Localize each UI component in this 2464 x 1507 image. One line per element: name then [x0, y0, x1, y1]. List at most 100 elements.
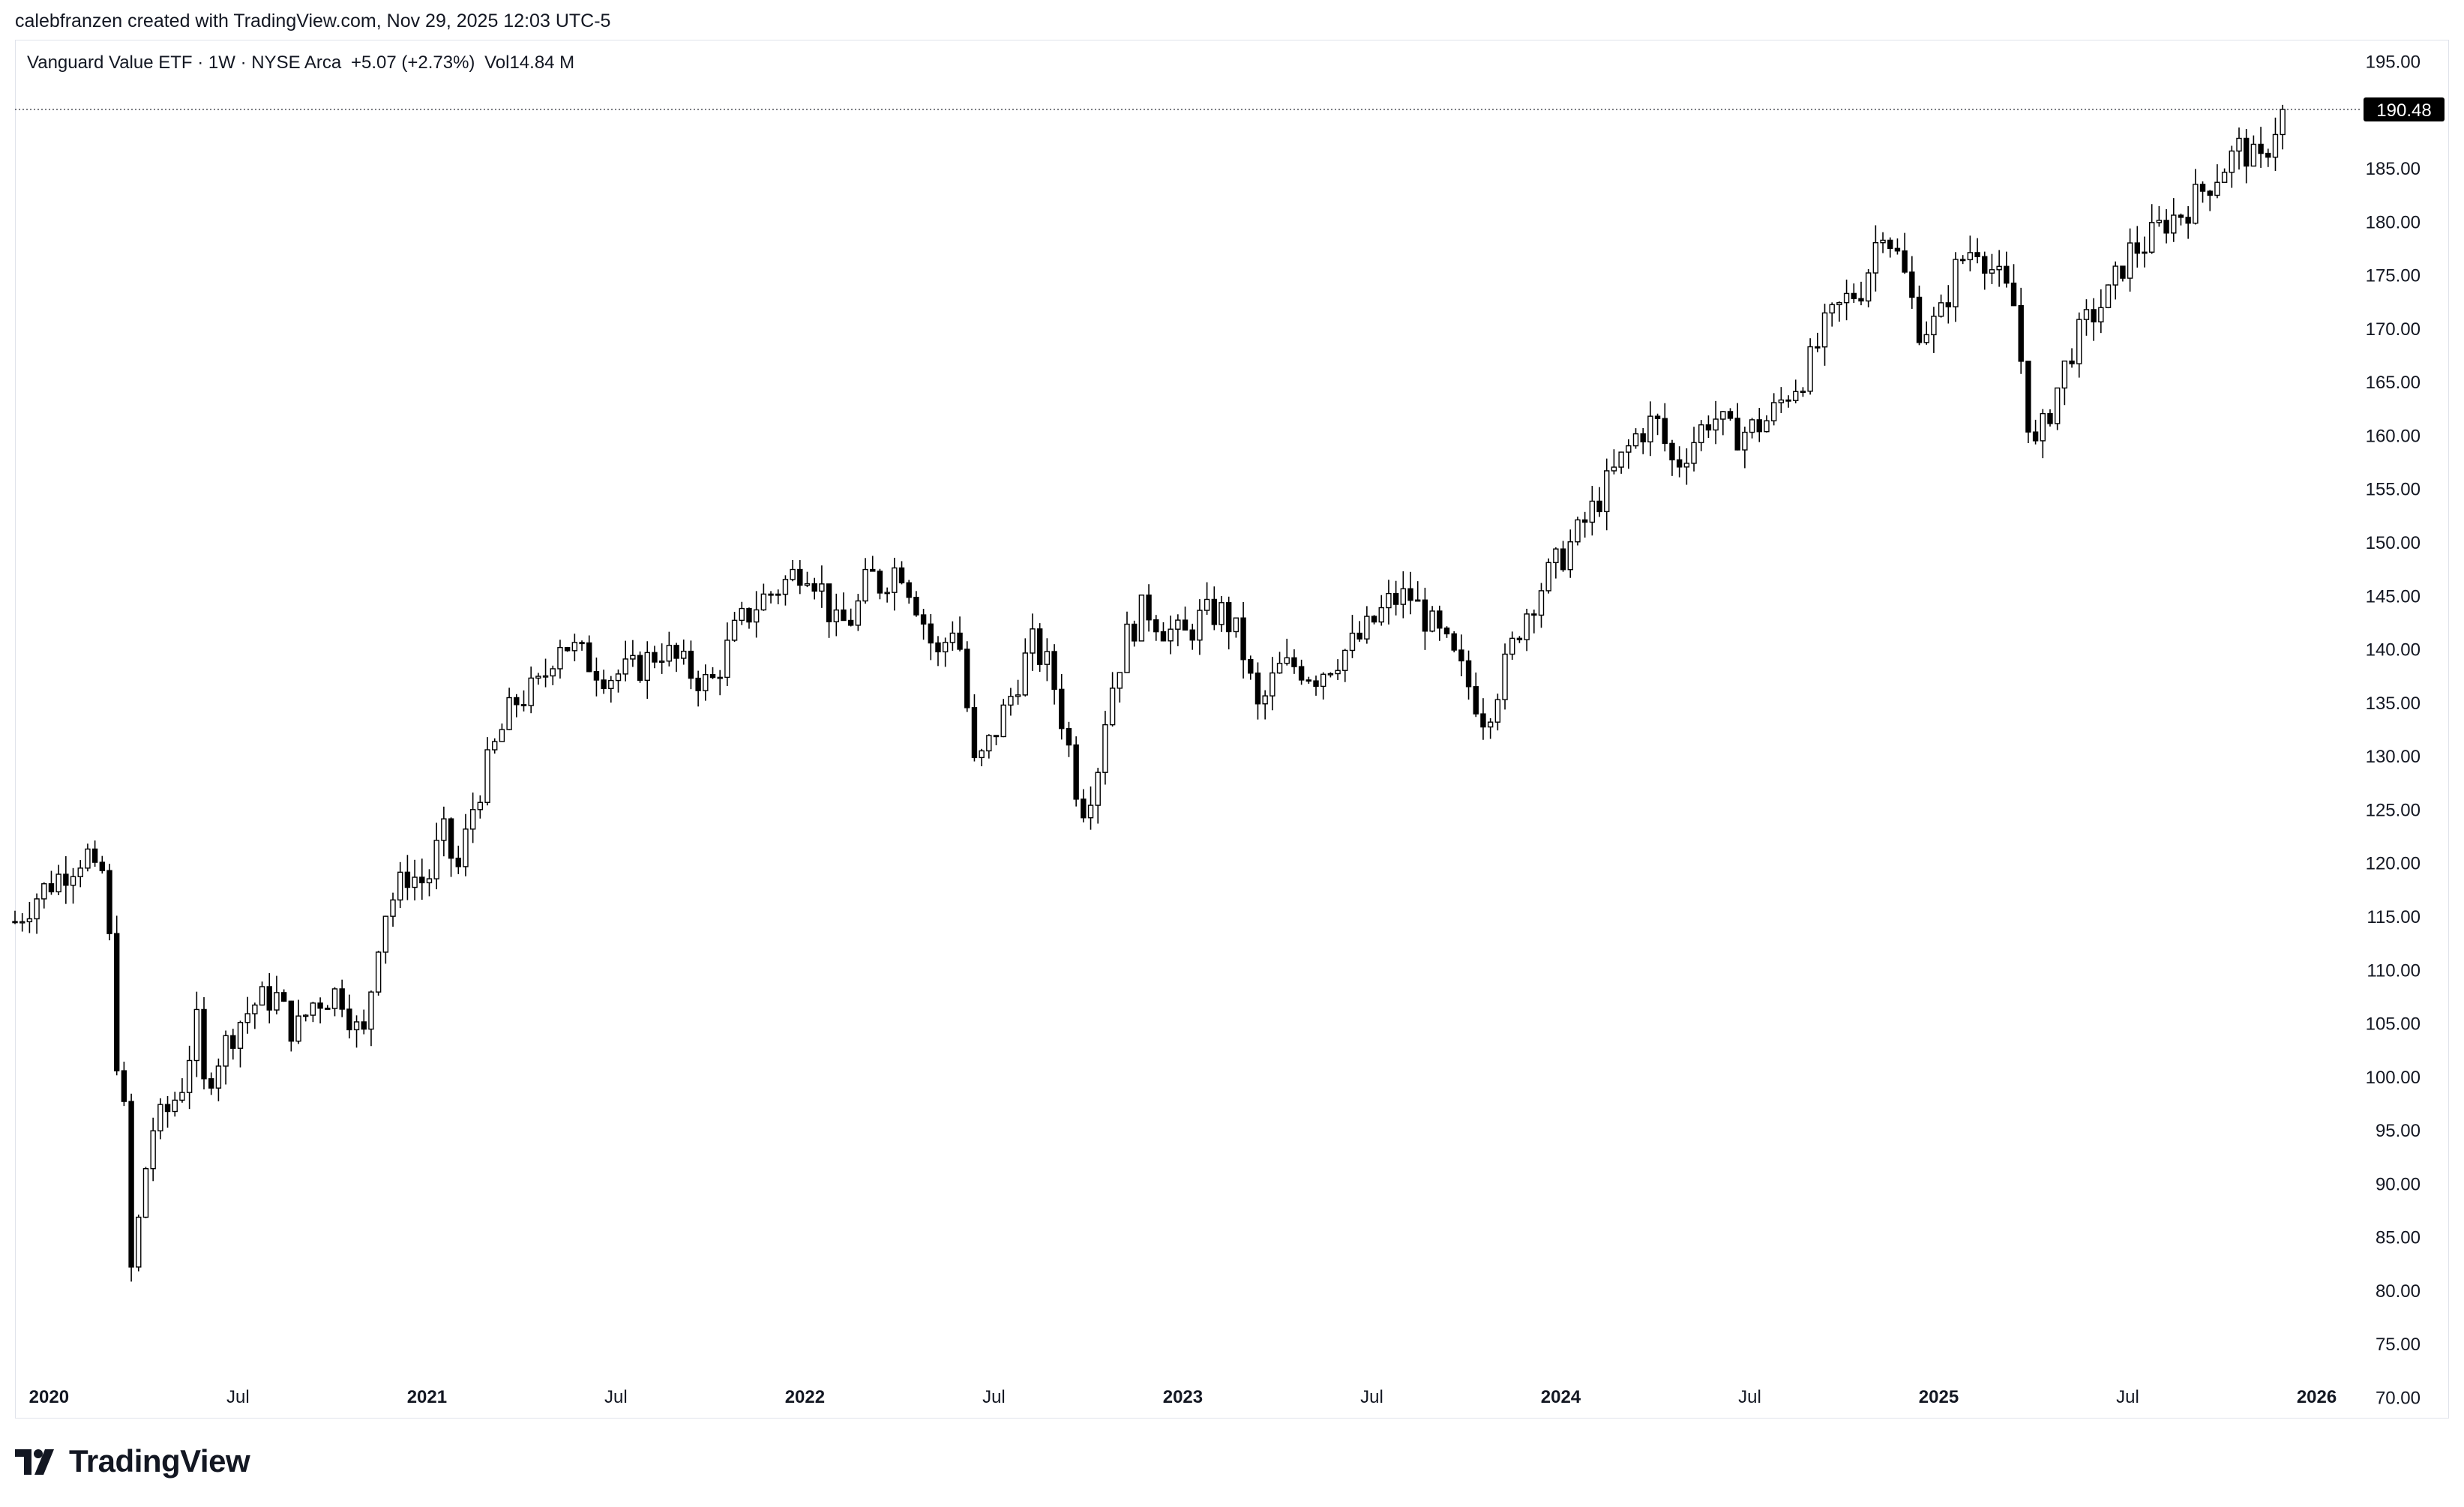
candle-body	[477, 801, 484, 810]
candle-body	[601, 679, 607, 690]
candle-body	[1182, 619, 1189, 631]
x-tick-label: 2024	[1541, 1387, 1581, 1407]
candle-body	[1996, 265, 2002, 271]
candle-body	[433, 840, 439, 879]
candle-body	[775, 593, 781, 596]
candle-body	[709, 674, 716, 679]
candle-body	[2178, 214, 2184, 218]
candle-body	[1691, 442, 1697, 464]
last-price-label: 190.48	[2376, 100, 2431, 121]
candle-body	[506, 697, 512, 730]
candle-body	[1327, 673, 1334, 676]
chart-frame[interactable]	[15, 40, 2449, 1419]
candle-body	[935, 642, 941, 653]
candle-body	[34, 898, 40, 920]
candle-body	[1095, 771, 1101, 806]
candle-body	[2207, 190, 2213, 196]
candle-body	[157, 1104, 163, 1131]
candle-body	[252, 1004, 258, 1014]
candle-body	[870, 568, 876, 572]
candle-body	[397, 871, 403, 900]
candle-body	[920, 614, 927, 625]
candle-body	[1443, 628, 1450, 635]
candle-body	[1211, 598, 1218, 625]
candle-body	[1168, 628, 1174, 642]
x-tick-label: 2022	[785, 1387, 825, 1407]
candle-body	[942, 642, 949, 653]
candle-body	[2032, 431, 2039, 442]
candle-body	[2134, 242, 2140, 254]
candle-body	[1335, 670, 1341, 675]
candle-body	[1269, 672, 1275, 697]
candle-body	[1647, 415, 1653, 443]
candle-body	[1815, 346, 1821, 349]
candle-body	[1138, 595, 1145, 642]
candle-body	[2272, 133, 2279, 158]
candle-body	[804, 583, 811, 586]
candle-body	[63, 873, 69, 886]
candle-body	[1611, 466, 1617, 472]
candle-body	[877, 571, 883, 594]
candle-body	[19, 921, 25, 924]
candle-body	[695, 677, 701, 691]
candle-body	[85, 848, 91, 869]
candle-body	[113, 933, 120, 1071]
candle-body	[1989, 269, 1995, 274]
candle-body	[1109, 688, 1116, 726]
candle-body	[1793, 391, 1799, 401]
candle-body	[426, 878, 433, 884]
candle-body	[1749, 419, 1755, 433]
legend-change: +5.07 (+2.73%)	[350, 52, 475, 73]
candle-body	[237, 1022, 244, 1049]
candle-body	[91, 848, 98, 863]
candle-body	[1502, 653, 1508, 700]
candle-body	[1858, 298, 1864, 302]
candle-body	[1219, 602, 1225, 625]
candle-body	[280, 992, 287, 1002]
candle-body	[1284, 657, 1290, 664]
candle-body	[1225, 602, 1232, 633]
candle-body	[1705, 424, 1712, 431]
candle-body	[1117, 672, 1123, 689]
candle-body	[1683, 463, 1690, 468]
candle-body	[847, 619, 854, 626]
last-price-badge	[2364, 97, 2445, 121]
candle-body	[2229, 150, 2235, 173]
candle-body	[303, 1014, 309, 1017]
candle-body	[1967, 252, 1974, 261]
candle-body	[1378, 607, 1384, 623]
candle-body	[2171, 214, 2177, 234]
candle-body	[1843, 292, 1850, 304]
candle-body	[1545, 562, 1551, 592]
candle-body	[717, 676, 723, 679]
candle-body	[1953, 259, 1959, 307]
candle-body	[1676, 459, 1683, 468]
candle-body	[353, 1021, 360, 1031]
candle-body	[499, 729, 505, 742]
candle-body	[892, 567, 898, 593]
y-tick-label: 150.00	[2366, 533, 2421, 553]
candle-body	[1124, 623, 1130, 673]
candle-body	[1669, 442, 1675, 460]
candle-body	[1015, 694, 1021, 697]
candle-body	[1524, 613, 1530, 640]
candle-body	[1305, 679, 1312, 682]
candle-body	[1240, 617, 1246, 661]
candle-body	[1291, 657, 1297, 667]
candle-body	[1851, 292, 1857, 299]
candle-body	[1931, 316, 1937, 336]
candle-body	[1458, 649, 1464, 662]
y-tick-label: 180.00	[2366, 212, 2421, 232]
candle-body	[1429, 610, 1435, 632]
candle-body	[724, 640, 730, 679]
candle-body	[2221, 172, 2228, 183]
candle-body	[535, 676, 541, 679]
symbol-legend: Vanguard Value ETF · 1W · NYSE Arca +5.0…	[27, 52, 579, 73]
candle-body	[622, 658, 628, 675]
candle-body	[586, 642, 592, 673]
candle-body	[1626, 445, 1632, 453]
candle-body	[1916, 296, 1923, 343]
tradingview-logo[interactable]: TradingView	[15, 1443, 250, 1479]
tradingview-logo-icon	[15, 1449, 54, 1475]
